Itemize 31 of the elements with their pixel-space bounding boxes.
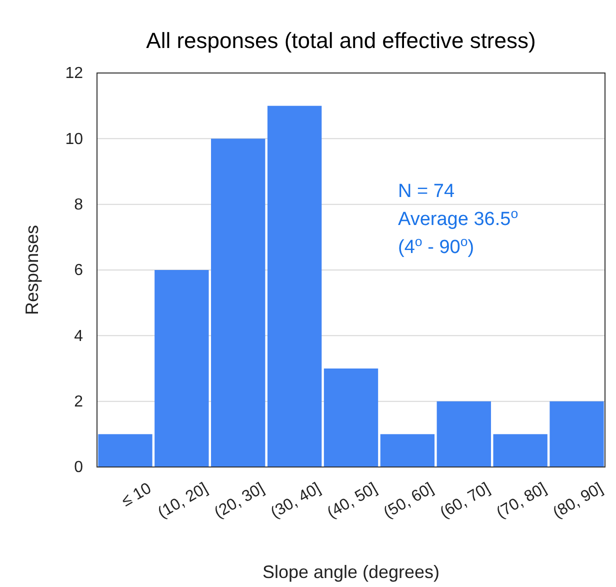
bar [211,138,266,467]
bar [493,434,548,467]
chart-title: All responses (total and effective stress) [146,28,536,53]
x-tick-label: (70, 80] [494,480,550,522]
annotation: (4$^{o}$ - 90$^{o}$) [398,234,474,258]
bar [98,434,152,467]
x-tick-label: (10, 20] [155,480,211,522]
x-axis-title: Slope angle (degrees) [262,562,440,582]
x-tick-label: (50, 60] [381,480,437,522]
y-tick-label: 4 [74,328,84,345]
x-tick-label: (40, 50] [324,480,380,522]
bar [267,106,322,467]
y-axis-title: Responses [22,224,42,316]
x-tick-label: (60, 70] [437,480,493,522]
y-tick-label: 6 [74,262,84,280]
x-tick-label: (20, 30] [212,480,268,522]
bar [550,401,604,467]
y-tick-label: 2 [74,393,84,410]
bar [324,368,378,467]
annotation: N = 74 [398,181,455,202]
x-tick-label: (30, 40] [268,480,324,522]
x-tick-label: (80, 90] [550,480,606,522]
y-tick-label: 8 [74,196,84,214]
y-tick-label: 0 [74,459,84,476]
bar [436,401,491,467]
x-tick-label: ≤ 10 [118,480,154,510]
annotation: Average 36.5$^{o}$ [398,206,518,230]
bar [154,270,209,467]
y-tick-label: 12 [65,65,84,82]
y-tick-label: 10 [65,130,84,148]
bar [380,434,435,467]
